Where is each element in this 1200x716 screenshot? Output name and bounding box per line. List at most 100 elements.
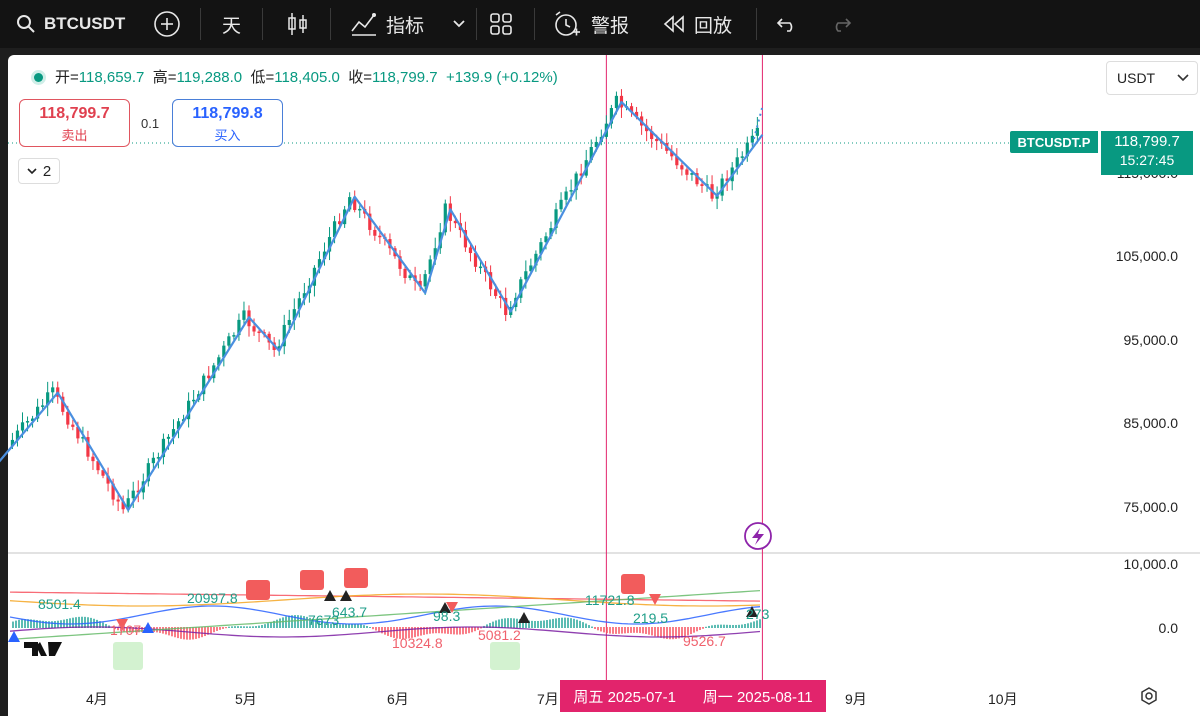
layout-button[interactable] xyxy=(489,0,513,48)
histogram-bar xyxy=(81,616,83,628)
histogram-bar xyxy=(222,627,224,629)
candle-body xyxy=(695,173,699,185)
histogram-bar xyxy=(231,626,233,628)
histogram-bar xyxy=(78,616,80,628)
histogram-bar xyxy=(711,625,713,628)
alert-button[interactable]: 警报 xyxy=(553,0,629,48)
chevron-down-icon xyxy=(27,167,37,174)
candle-body xyxy=(559,199,563,210)
candle-body xyxy=(614,95,619,109)
histogram-bar xyxy=(237,626,239,628)
chart-type-button[interactable] xyxy=(286,0,310,48)
histogram-bar xyxy=(120,627,122,632)
candle-body xyxy=(715,195,719,199)
sell-price: 118,799.7 xyxy=(39,105,110,122)
indicator-value-label: 7673 xyxy=(308,612,340,628)
histogram-bar xyxy=(297,615,299,628)
buy-button[interactable]: 118,799.8 买入 xyxy=(172,99,283,147)
histogram-bar xyxy=(240,626,242,628)
candle-body xyxy=(574,173,578,191)
histogram-bar xyxy=(543,620,545,628)
replay-button[interactable]: 回放 xyxy=(662,0,732,48)
cursor-date-range: 周五 2025-07-1 周一 2025-08-11 xyxy=(560,680,826,712)
interval-button[interactable]: 天 xyxy=(222,0,241,48)
candle-body xyxy=(368,213,372,230)
ohlc-legend: 开=118,659.7 高=119,288.0 低=118,405.0 收=11… xyxy=(55,66,558,87)
histogram-bar xyxy=(504,618,506,628)
indicator-line xyxy=(9,626,761,638)
histogram-bar xyxy=(264,624,266,628)
histogram-bar xyxy=(105,624,107,628)
histogram-bar xyxy=(312,618,314,628)
histogram-bar xyxy=(609,627,611,634)
redo-button[interactable] xyxy=(830,0,852,48)
up-arrow-marker xyxy=(518,612,530,623)
candle-body xyxy=(650,131,654,140)
symbol-search[interactable]: BTCUSDT xyxy=(16,0,125,48)
candle-body xyxy=(670,150,674,157)
candle-body xyxy=(222,345,226,358)
collapse-indicators-button[interactable]: 2 xyxy=(18,158,60,184)
histogram-bar xyxy=(267,623,269,628)
candle-body xyxy=(317,259,322,268)
histogram-bar xyxy=(213,627,215,633)
histogram-bar xyxy=(87,617,89,628)
candle-body xyxy=(534,253,538,266)
histogram-bar xyxy=(12,621,14,628)
histogram-bar xyxy=(21,619,23,628)
histogram-bar xyxy=(651,627,653,636)
histogram-bar xyxy=(366,625,368,628)
histogram-bar xyxy=(351,623,353,628)
histogram-bar xyxy=(579,620,581,628)
histogram-bar xyxy=(453,627,455,635)
histogram-bar xyxy=(276,619,278,628)
histogram-bar xyxy=(573,618,575,628)
histogram-bar xyxy=(657,627,659,638)
histogram-bar xyxy=(435,627,437,634)
indicators-button[interactable]: 指标 xyxy=(350,0,424,48)
toolbar-divider xyxy=(476,8,477,40)
histogram-bar xyxy=(738,624,740,628)
histogram-bar xyxy=(339,624,341,628)
redo-icon xyxy=(835,18,852,32)
histogram-bar xyxy=(204,627,206,637)
settings-icon[interactable] xyxy=(1139,686,1159,711)
histogram-bar xyxy=(18,619,20,628)
blue-arrow-marker xyxy=(142,622,154,633)
histogram-bar xyxy=(99,621,101,628)
histogram-bar xyxy=(441,627,443,634)
histogram-bar xyxy=(168,627,170,636)
histogram-bar xyxy=(180,627,182,639)
candle-body xyxy=(302,293,306,299)
undo-button[interactable] xyxy=(776,0,798,48)
histogram-bar xyxy=(321,621,323,628)
histogram-bar xyxy=(330,623,332,628)
candle-body xyxy=(292,309,296,320)
symbol-price-tag: BTCUSDT.P xyxy=(1010,131,1098,153)
compare-button[interactable] xyxy=(153,0,181,48)
histogram-bar xyxy=(630,627,632,633)
histogram-bar xyxy=(684,627,686,637)
time-axis-label: 9月 xyxy=(845,691,867,707)
histogram-bar xyxy=(507,618,509,628)
candle-body xyxy=(428,259,432,275)
histogram-bar xyxy=(690,627,692,635)
market-status-dot[interactable] xyxy=(34,73,43,82)
histogram-bar xyxy=(696,627,698,632)
candle-body xyxy=(111,483,115,500)
candle-body xyxy=(544,236,548,243)
histogram-bar xyxy=(654,627,656,637)
candle-body xyxy=(468,247,473,254)
histogram-bar xyxy=(420,627,422,636)
histogram-bar xyxy=(390,627,392,638)
histogram-bar xyxy=(141,627,143,633)
candle-body xyxy=(116,499,120,502)
sell-button[interactable]: 118,799.7 卖出 xyxy=(19,99,130,147)
histogram-bar xyxy=(177,627,179,639)
histogram-bar xyxy=(531,620,533,628)
histogram-bar xyxy=(294,615,296,628)
currency-select[interactable]: USDT xyxy=(1106,61,1198,95)
histogram-bar xyxy=(342,624,344,628)
indicator-templates-button[interactable] xyxy=(452,0,466,48)
